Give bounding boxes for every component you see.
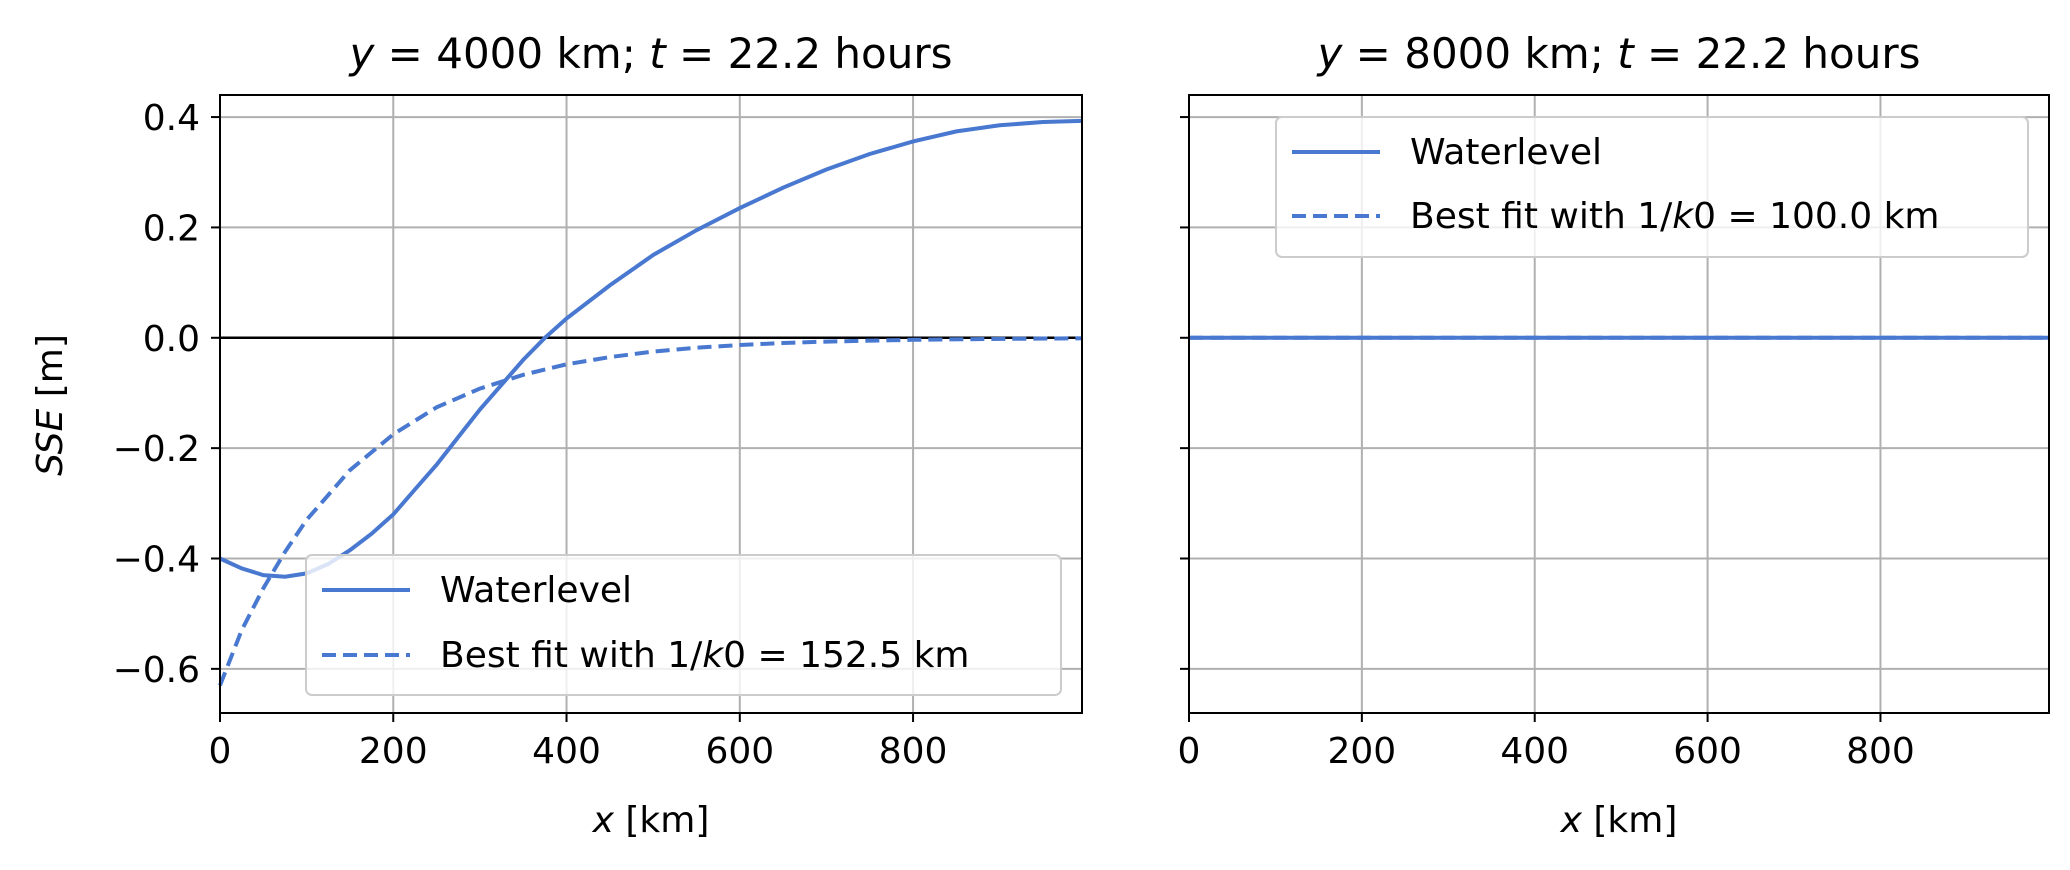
left-panel: y = 4000 km; t = 22.2 hours 0 200 400 600 80…	[30, 29, 1083, 841]
left-best-fit-line	[218, 336, 1083, 687]
left-y-tick-label: −0.2	[113, 429, 200, 470]
left-legend-best-fit-label: Best fit with 1/k0 = 152.5 km	[440, 635, 969, 676]
right-x-tick-label: 200	[1328, 731, 1397, 772]
right-panel-y-ticks	[1180, 116, 1189, 670]
right-x-tick-label: 400	[1500, 731, 1569, 772]
right-panel-frame	[1188, 94, 2050, 714]
left-y-tick-label: −0.4	[113, 540, 200, 581]
left-panel-x-axis-label: x [km]	[592, 800, 710, 841]
left-y-tick-label: 0.4	[143, 98, 200, 139]
left-x-tick-label: 0	[209, 731, 232, 772]
left-x-tick-label: 200	[359, 731, 428, 772]
right-panel-title: y = 8000 km; t = 22.2 hours	[1315, 29, 1920, 78]
right-panel: y = 8000 km; t = 22.2 hours 0 200 400 600 80…	[1178, 29, 2050, 841]
right-legend-box	[1275, 116, 2029, 258]
left-panel-legend: Waterlevel Best fit with 1/k0 = 152.5 km	[305, 554, 1062, 696]
right-legend-waterlevel-label: Waterlevel	[1410, 132, 1602, 173]
right-legend-best-fit-label: Best fit with 1/k0 = 100.0 km	[1410, 196, 1939, 237]
left-y-tick-label: −0.6	[113, 650, 200, 691]
right-panel-x-ticks: 0 200 400 600 800	[1178, 713, 1915, 772]
left-legend-waterlevel-label: Waterlevel	[440, 570, 632, 611]
left-panel-y-axis-label: SSE [m]	[30, 334, 71, 476]
right-x-tick-label: 800	[1846, 731, 1915, 772]
left-y-tick-label: 0.2	[143, 208, 200, 249]
left-x-tick-label: 800	[879, 731, 948, 772]
right-panel-legend: Waterlevel Best fit with 1/k0 = 100.0 km	[1275, 116, 2029, 258]
right-panel-x-axis-label: x [km]	[1560, 800, 1678, 841]
right-x-tick-label: 600	[1673, 731, 1742, 772]
left-panel-x-ticks: 0 200 400 600 800	[209, 713, 948, 772]
left-legend-box	[305, 554, 1062, 696]
left-x-tick-label: 400	[532, 731, 601, 772]
left-panel-title: y = 4000 km; t = 22.2 hours	[347, 29, 952, 78]
left-y-tick-label: 0.0	[143, 319, 200, 360]
left-panel-frame	[219, 94, 1083, 714]
right-x-tick-label: 0	[1178, 731, 1201, 772]
left-panel-y-ticks: −0.6 −0.4 −0.2 0.0 0.2 0.4	[113, 98, 220, 691]
left-x-tick-label: 600	[705, 731, 774, 772]
